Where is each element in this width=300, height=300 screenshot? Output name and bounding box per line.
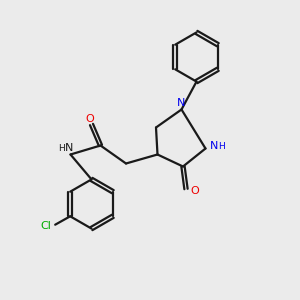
Text: O: O (85, 113, 94, 124)
Text: H: H (58, 144, 65, 153)
Text: O: O (190, 185, 199, 196)
Text: H: H (218, 142, 224, 151)
Text: N: N (65, 143, 73, 153)
Text: N: N (210, 141, 218, 151)
Text: N: N (177, 98, 186, 108)
Text: Cl: Cl (40, 221, 51, 231)
